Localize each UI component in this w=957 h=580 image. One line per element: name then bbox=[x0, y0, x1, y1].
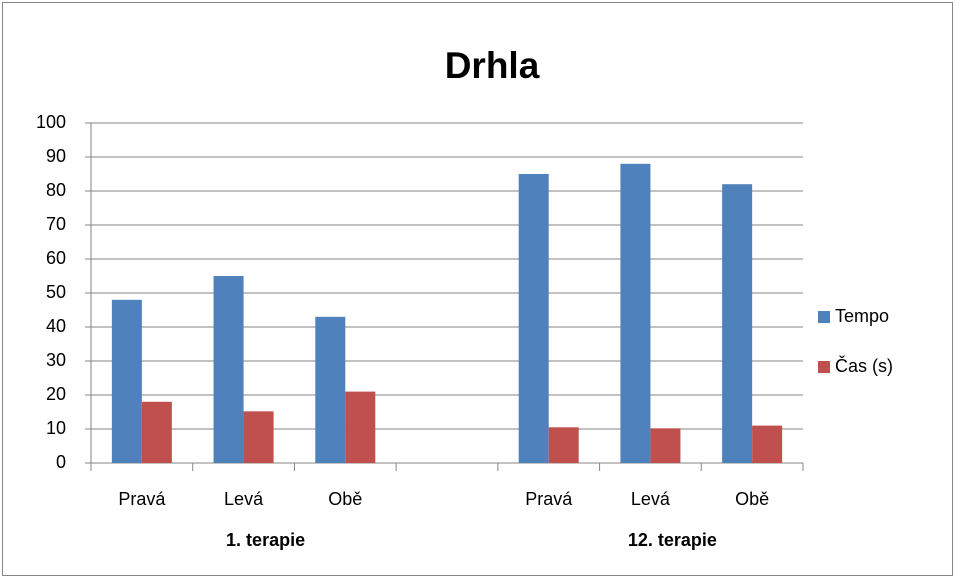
group-label: 12. terapie bbox=[628, 530, 717, 550]
bar bbox=[518, 174, 549, 463]
y-tick-label: 60 bbox=[46, 248, 66, 268]
bar bbox=[345, 391, 376, 463]
y-tick-label: 50 bbox=[46, 282, 66, 302]
x-tick-label: Obě bbox=[735, 489, 769, 509]
legend-label: Tempo bbox=[835, 306, 889, 326]
bar bbox=[620, 163, 651, 464]
bar bbox=[243, 411, 274, 463]
y-tick-label: 90 bbox=[46, 146, 66, 166]
bar bbox=[548, 427, 579, 463]
bar bbox=[722, 184, 753, 463]
group-label: 1. terapie bbox=[226, 530, 305, 550]
bar bbox=[650, 428, 681, 463]
x-tick-label: Obě bbox=[328, 489, 362, 509]
bar bbox=[315, 316, 346, 463]
bar bbox=[111, 299, 142, 463]
legend-swatch bbox=[818, 311, 830, 323]
chart-title: Drhla bbox=[445, 45, 540, 86]
y-tick-label: 70 bbox=[46, 214, 66, 234]
y-tick-label: 80 bbox=[46, 180, 66, 200]
x-tick-label: Pravá bbox=[525, 489, 573, 509]
y-tick-label: 0 bbox=[56, 452, 66, 472]
y-tick-label: 20 bbox=[46, 384, 66, 404]
y-tick-label: 100 bbox=[36, 112, 66, 132]
x-tick-label: Levá bbox=[631, 489, 671, 509]
legend-label: Čas (s) bbox=[835, 355, 893, 376]
legend-swatch bbox=[818, 361, 830, 373]
bar bbox=[141, 401, 172, 463]
x-tick-label: Pravá bbox=[118, 489, 166, 509]
bar bbox=[213, 276, 244, 463]
x-tick-label: Levá bbox=[224, 489, 264, 509]
bar bbox=[752, 425, 783, 463]
y-tick-label: 10 bbox=[46, 418, 66, 438]
y-tick-label: 30 bbox=[46, 350, 66, 370]
y-tick-label: 40 bbox=[46, 316, 66, 336]
